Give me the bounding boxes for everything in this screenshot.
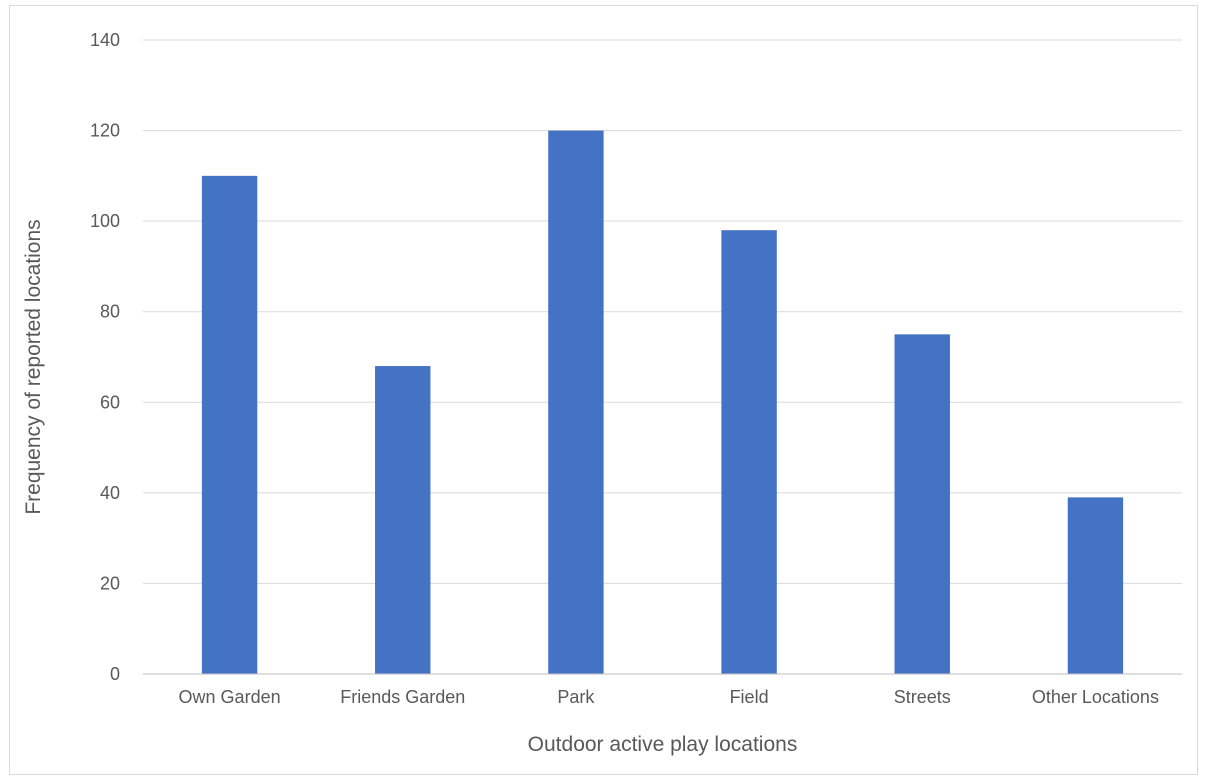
y-axis-tick-labels: 0 20 40 60 80 100 120 140: [90, 30, 120, 684]
y-tick-label: 20: [100, 573, 120, 593]
x-tick-label: Other Locations: [1032, 687, 1159, 707]
x-tick-label: Friends Garden: [340, 687, 465, 707]
y-tick-label: 80: [100, 302, 120, 322]
x-axis-tick-labels: Own Garden Friends Garden Park Field Streets…: [179, 687, 1159, 707]
gridlines: [143, 39, 1182, 584]
x-axis-title: Outdoor active play locations: [528, 733, 798, 756]
bar: [721, 230, 777, 674]
y-tick-label: 100: [90, 211, 120, 231]
bar: [1067, 497, 1124, 674]
bars: [201, 130, 1124, 675]
y-tick-label: 60: [100, 392, 120, 412]
y-tick-label: 40: [100, 483, 120, 503]
bar: [894, 334, 950, 674]
x-tick-label: Own Garden: [179, 687, 281, 707]
x-tick-label: Field: [730, 687, 769, 707]
y-tick-label: 140: [90, 30, 120, 50]
x-tick-label: Park: [557, 687, 595, 707]
y-axis-title: Frequency of reported locations: [22, 219, 45, 514]
y-tick-label: 0: [110, 664, 120, 684]
x-tick-label: Streets: [894, 687, 951, 707]
y-tick-label: 120: [90, 121, 120, 141]
bar: [201, 175, 258, 674]
bar: [548, 130, 604, 675]
bar: [375, 366, 431, 674]
